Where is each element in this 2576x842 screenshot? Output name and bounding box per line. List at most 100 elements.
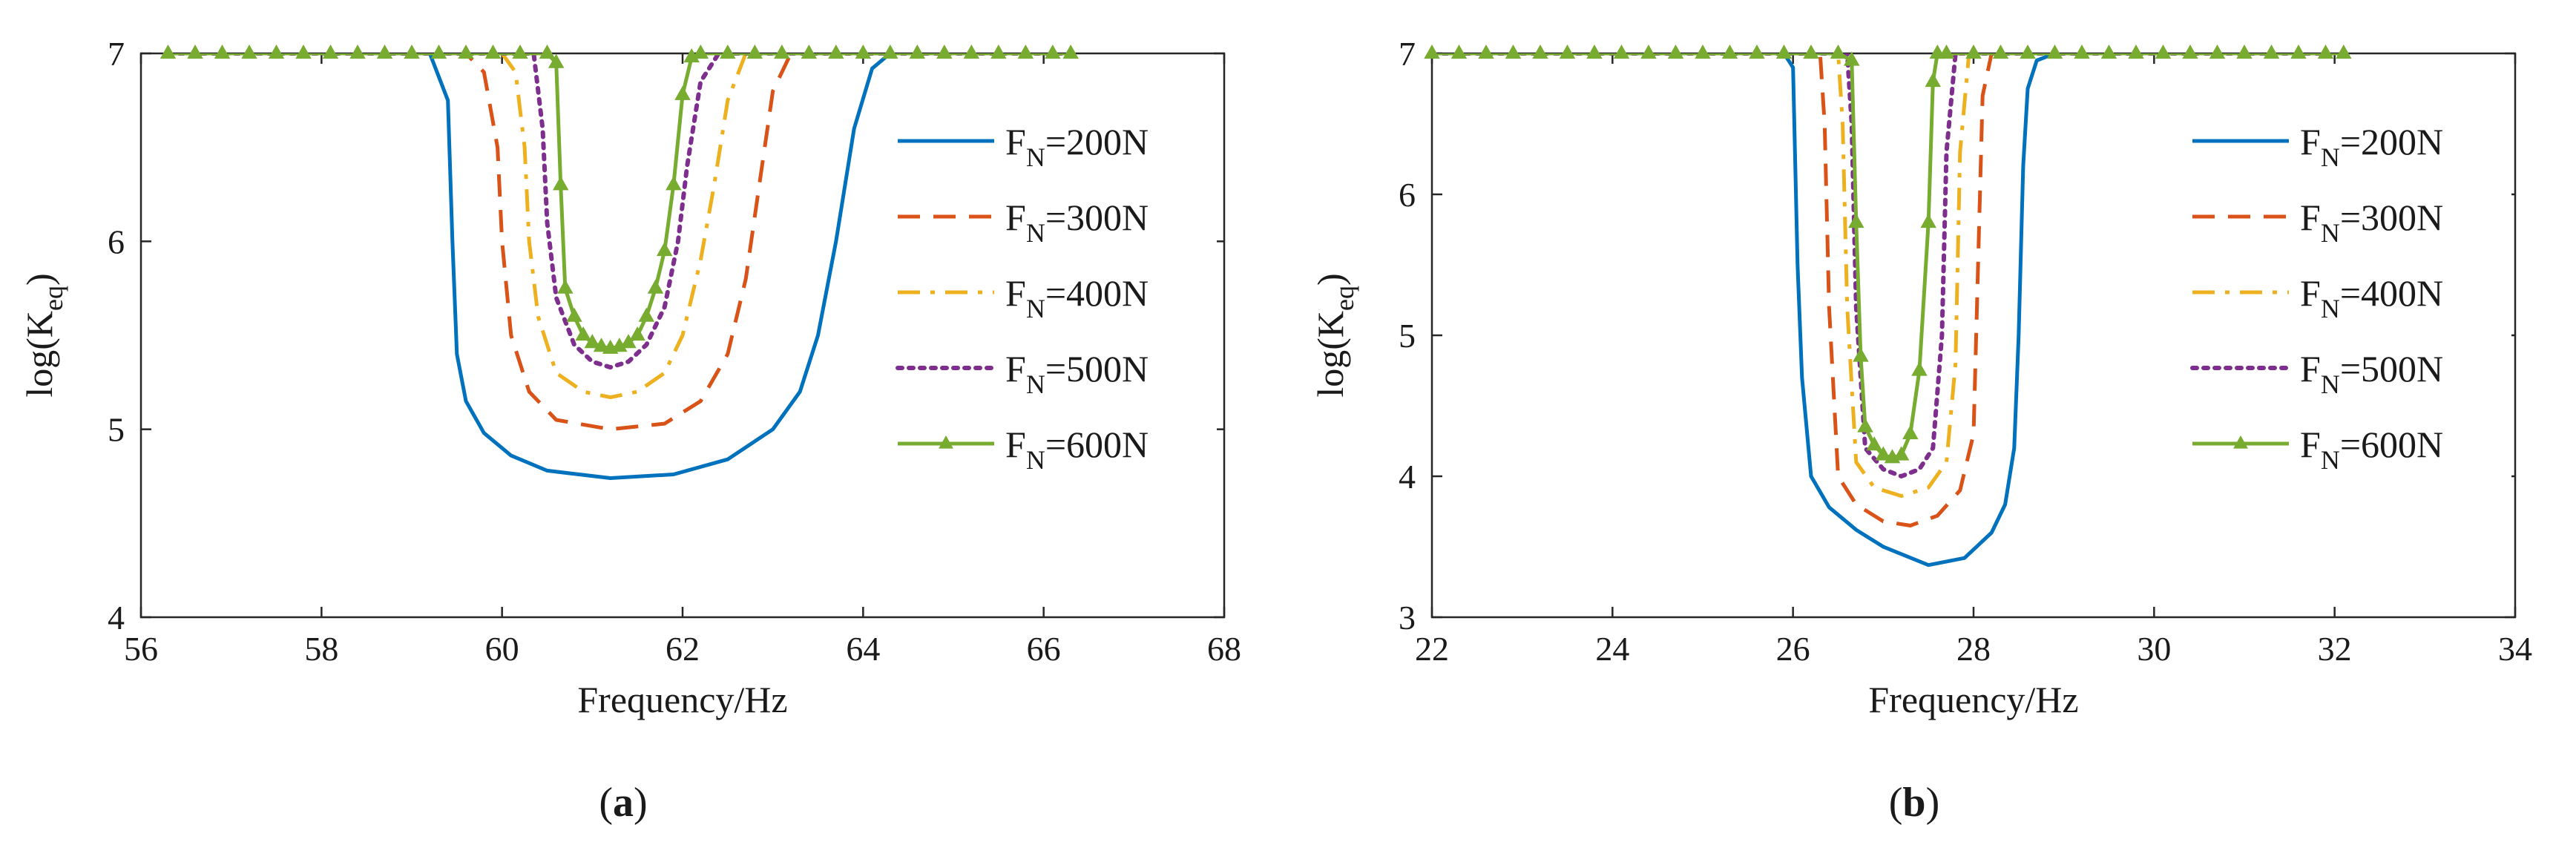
legend-label-suffix: =200N <box>2340 121 2443 162</box>
x-tick-label: 62 <box>666 630 700 668</box>
series-marker <box>1965 44 1982 59</box>
y-axis-label-main: log(K <box>1310 311 1351 398</box>
series-marker <box>1505 44 1522 59</box>
series-marker <box>1450 44 1468 59</box>
legend-label-sub: N <box>1026 142 1045 172</box>
x-tick-label: 66 <box>1027 630 1061 668</box>
legend-label-4: FN=600N <box>2300 424 2443 475</box>
x-tick-label: 30 <box>2137 630 2171 668</box>
series-marker <box>430 44 447 59</box>
x-tick-label: 22 <box>1415 630 1449 668</box>
x-axis-label: Frequency/Hz <box>1868 679 2078 720</box>
series-marker <box>1017 44 1034 59</box>
legend-label-suffix: =400N <box>2340 272 2443 314</box>
series-marker <box>1045 44 1061 59</box>
series-marker <box>2100 44 2117 59</box>
legend-label-sub: N <box>2321 218 2340 248</box>
legend-label-sub: N <box>1026 369 1045 399</box>
series-marker <box>936 44 953 59</box>
series-marker <box>2155 44 2172 59</box>
legend-label-main: F <box>2300 121 2321 162</box>
legend-label-1: FN=300N <box>1005 197 1149 248</box>
series-marker <box>214 44 231 59</box>
legend-label-main: F <box>1005 272 1026 314</box>
y-axis-label-main: log(K <box>19 311 60 398</box>
legend-label-4: FN=600N <box>1005 424 1149 475</box>
x-tick-label: 24 <box>1595 630 1629 668</box>
series-marker <box>404 44 420 59</box>
series-marker <box>2046 44 2063 59</box>
series-marker <box>774 44 790 59</box>
series-marker <box>376 44 393 59</box>
series-marker <box>2128 44 2144 59</box>
x-tick-label: 58 <box>304 630 338 668</box>
panel-label-letter: b <box>1902 780 1925 826</box>
series-marker <box>1803 44 1819 59</box>
x-tick-label: 32 <box>2318 630 2352 668</box>
x-tick-label: 26 <box>1776 630 1810 668</box>
series-marker <box>909 44 926 59</box>
series-marker <box>1925 72 1942 88</box>
series-marker <box>1695 44 1711 59</box>
series-marker <box>1424 44 1440 59</box>
legend-label-sub: N <box>1026 218 1045 248</box>
series-marker <box>638 307 655 322</box>
legend-label-main: F <box>2300 424 2321 465</box>
series-marker <box>584 334 601 349</box>
legend-label-sub: N <box>1026 445 1045 475</box>
series-marker <box>241 44 257 59</box>
series-marker <box>990 44 1007 59</box>
legend-label-main: F <box>1005 424 1026 465</box>
series-marker <box>2336 44 2352 59</box>
legend-label-main: F <box>1005 348 1026 389</box>
series-marker <box>1857 418 1873 432</box>
series-marker <box>1843 51 1860 66</box>
chart-panel-a: 56 58 60 62 64 66 684567Frequency/Hzlog(Keq)FN… <box>19 35 1241 826</box>
series-marker <box>322 44 339 59</box>
legend-label-0: FN=200N <box>1005 121 1149 172</box>
series-line-3 <box>165 53 1074 370</box>
panel-label: (b) <box>1889 780 1939 826</box>
series-marker <box>620 334 637 349</box>
series-marker <box>1875 446 1892 461</box>
series-marker <box>2182 44 2198 59</box>
series-marker <box>349 44 366 59</box>
legend-label-sub: N <box>2321 445 2340 475</box>
y-tick-label: 6 <box>108 223 125 260</box>
series-line-2 <box>168 53 1071 400</box>
series-marker <box>575 326 591 341</box>
x-tick-label: 28 <box>1956 630 1991 668</box>
series-marker <box>647 279 664 294</box>
legend-label-main: F <box>2300 348 2321 389</box>
series-marker <box>1640 44 1657 59</box>
series-line-0 <box>168 53 1071 480</box>
series-marker <box>268 44 285 59</box>
panel-label: (a) <box>599 780 647 826</box>
series-marker <box>160 44 177 59</box>
legend-label-main: F <box>1005 121 1026 162</box>
series-marker <box>1586 44 1603 59</box>
legend-label-main: F <box>2300 197 2321 238</box>
series-marker <box>552 176 569 191</box>
series-marker <box>1938 44 1955 59</box>
series-marker <box>1478 44 1494 59</box>
series-line-2 <box>1432 53 2344 499</box>
chart-panel-b: 22 24 26 28 30 32 3434567Frequency/Hzlog(Keq)F… <box>1310 35 2532 826</box>
x-tick-label: 68 <box>1207 630 1241 668</box>
series-marker <box>801 44 818 59</box>
series-marker <box>2236 44 2253 59</box>
series-marker <box>1893 446 1910 461</box>
series-marker <box>1667 44 1684 59</box>
series-marker <box>882 44 898 59</box>
legend-label-suffix: =600N <box>2340 424 2443 465</box>
series-marker <box>1866 436 1882 451</box>
legend-marker <box>939 435 953 449</box>
series-marker <box>1062 44 1079 59</box>
series-marker <box>963 44 980 59</box>
series-marker <box>295 44 312 59</box>
series-marker <box>666 176 682 191</box>
legend-label-suffix: =500N <box>1045 348 1149 389</box>
series-marker <box>1559 44 1576 59</box>
x-tick-label: 64 <box>846 630 880 668</box>
series-marker <box>458 44 474 59</box>
